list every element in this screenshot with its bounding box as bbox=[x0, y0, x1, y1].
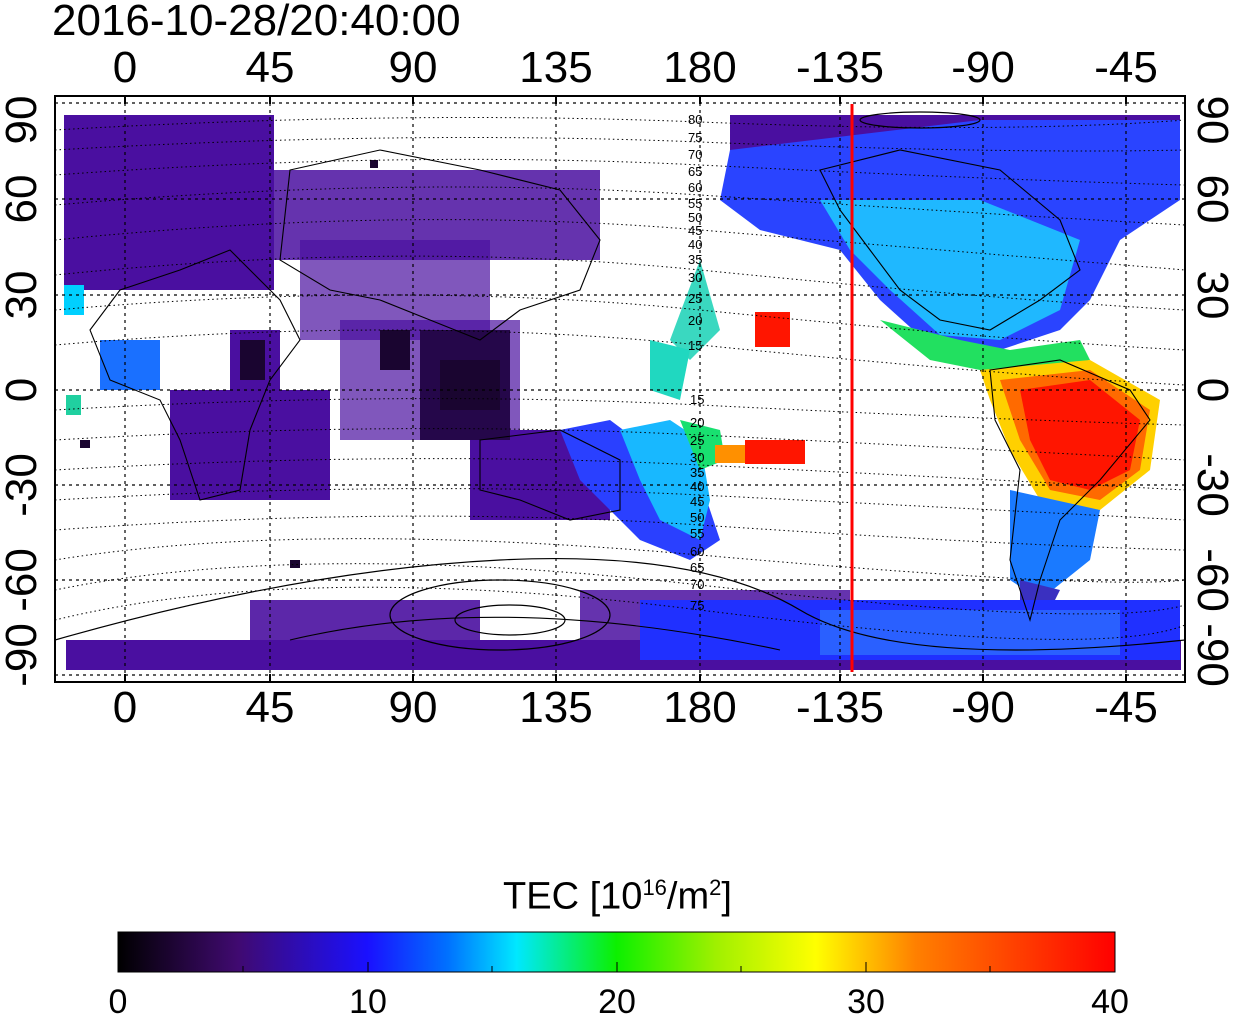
left-latitude-tick: 30 bbox=[0, 270, 46, 320]
colorbar-tick-label: 40 bbox=[1091, 983, 1129, 1021]
bottom-longitude-tick: 0 bbox=[112, 683, 138, 732]
bottom-longitude-tick: -45 bbox=[1094, 683, 1158, 732]
bottom-longitude-tick: -90 bbox=[951, 683, 1015, 732]
contour-label: 70 bbox=[690, 577, 704, 592]
top-longitude-tick: 180 bbox=[663, 43, 737, 92]
contour-label: 20 bbox=[690, 415, 704, 430]
left-latitude-tick: -30 bbox=[0, 453, 46, 517]
contour-label: 60 bbox=[688, 180, 702, 195]
plot-title: 2016-10-28/20:40:00 bbox=[52, 0, 461, 45]
contour-label: 50 bbox=[688, 210, 702, 225]
contour-label: 45 bbox=[690, 494, 704, 509]
top-longitude-tick: 0 bbox=[112, 43, 138, 92]
right-latitude-tick: 60 bbox=[1188, 174, 1235, 224]
right-latitude-tick: 0 bbox=[1188, 377, 1235, 403]
contour-label: 35 bbox=[690, 465, 704, 480]
tec-pacific-red bbox=[715, 312, 805, 464]
contour-label: 35 bbox=[688, 252, 702, 267]
bottom-longitude-tick: 45 bbox=[245, 683, 295, 732]
contour-lines-solid bbox=[55, 111, 1185, 651]
left-latitude-tick: 60 bbox=[0, 174, 46, 224]
contour-label: 40 bbox=[690, 479, 704, 494]
contour-label: 80 bbox=[688, 112, 702, 127]
tec-antarctic-band bbox=[640, 600, 1180, 660]
bottom-longitude-tick: 180 bbox=[663, 683, 737, 732]
top-longitude-tick: -135 bbox=[795, 43, 885, 92]
right-latitude-tick: -90 bbox=[1188, 623, 1235, 687]
contour-label: 60 bbox=[690, 544, 704, 559]
left-latitude-tick: -60 bbox=[0, 548, 46, 612]
colorbar-label-unit: /m bbox=[666, 875, 710, 918]
colorbar-label-prefix: TEC [10 bbox=[503, 875, 643, 918]
left-latitude-tick: 90 bbox=[0, 95, 46, 145]
colorbar-label-exponent2: 2 bbox=[709, 875, 722, 900]
left-latitude-tick: 0 bbox=[0, 377, 46, 403]
colorbar-tick-label: 30 bbox=[847, 983, 885, 1021]
contour-label: 40 bbox=[688, 237, 702, 252]
contour-labels-north: 80 75 70 65 60 55 50 45 40 35 30 25 20 1… bbox=[688, 112, 702, 353]
bottom-longitude-tick: 135 bbox=[519, 683, 593, 732]
right-latitude-tick: 90 bbox=[1188, 95, 1235, 145]
colorbar-tick-label: 20 bbox=[598, 983, 636, 1021]
contour-label: 15 bbox=[690, 392, 704, 407]
contour-label: 15 bbox=[688, 338, 702, 353]
tec-north-america bbox=[670, 120, 1180, 370]
top-longitude-tick: -45 bbox=[1094, 43, 1158, 92]
right-latitude-tick: -60 bbox=[1188, 548, 1235, 612]
contour-labels-south: 15 20 25 30 35 40 45 50 55 60 65 70 75 bbox=[690, 392, 704, 613]
contour-label: 25 bbox=[688, 291, 702, 306]
colorbar-title: TEC [1016/m2] bbox=[0, 866, 1235, 919]
contour-label: 65 bbox=[688, 164, 702, 179]
right-latitude-tick: -30 bbox=[1188, 453, 1235, 517]
contour-lines bbox=[55, 117, 1185, 640]
contour-label: 30 bbox=[688, 270, 702, 285]
colorbar-tick-label: 10 bbox=[349, 983, 387, 1021]
top-longitude-tick: 90 bbox=[388, 43, 438, 92]
contour-label: 45 bbox=[688, 223, 702, 238]
contour-label: 30 bbox=[690, 450, 704, 465]
contour-label: 20 bbox=[688, 313, 702, 328]
coastlines bbox=[89, 149, 1151, 651]
tec-africa-west bbox=[64, 285, 160, 415]
contour-label: 75 bbox=[690, 598, 704, 613]
tec-australia bbox=[560, 340, 725, 560]
contour-label: 55 bbox=[690, 526, 704, 541]
colorbar-tick-label: 0 bbox=[108, 983, 128, 1021]
contour-label: 55 bbox=[688, 196, 702, 211]
contour-label: 70 bbox=[688, 147, 702, 162]
top-longitude-tick: -90 bbox=[951, 43, 1015, 92]
colorbar-ticks bbox=[242, 962, 991, 972]
colorbar-label-exponent: 16 bbox=[642, 875, 667, 900]
left-latitude-tick: -90 bbox=[0, 623, 46, 687]
frame-ticks bbox=[124, 96, 1127, 682]
colorbar-label-suffix: ] bbox=[721, 875, 732, 918]
tec-south-america bbox=[980, 360, 1160, 610]
bottom-longitude-tick: -135 bbox=[795, 683, 885, 732]
bottom-longitude-tick: 90 bbox=[388, 683, 438, 732]
contour-label: 50 bbox=[690, 510, 704, 525]
tec-coverage-dark bbox=[80, 160, 500, 568]
top-longitude-tick: 45 bbox=[245, 43, 295, 92]
contour-label: 25 bbox=[690, 433, 704, 448]
contour-label: 65 bbox=[690, 560, 704, 575]
right-latitude-tick: 30 bbox=[1188, 270, 1235, 320]
top-longitude-tick: 135 bbox=[519, 43, 593, 92]
contour-label: 75 bbox=[688, 130, 702, 145]
